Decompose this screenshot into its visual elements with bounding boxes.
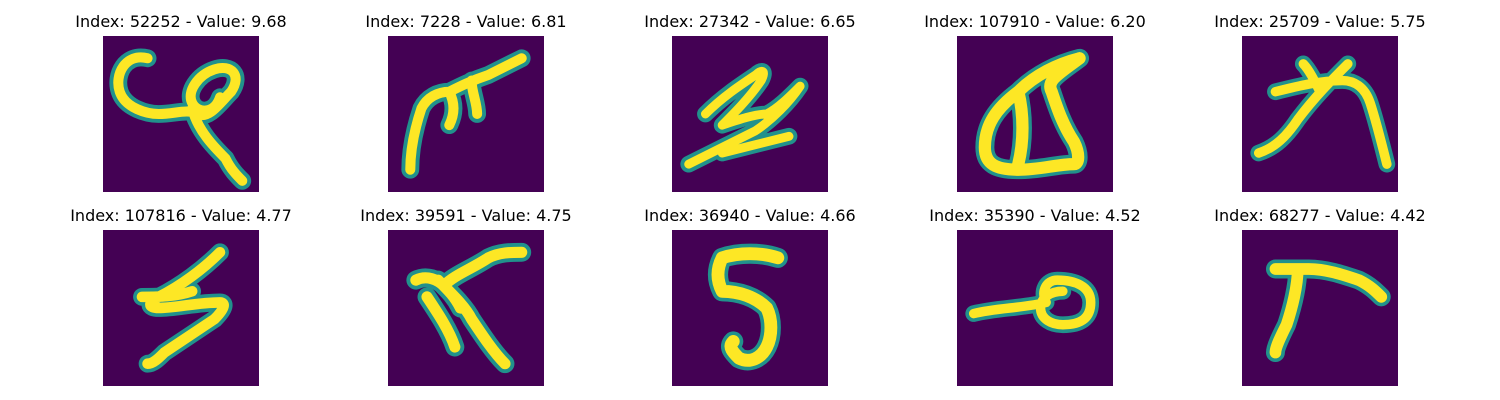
glyph-image — [957, 36, 1113, 192]
image-panel: Index: 36940 - Value: 4.66 — [620, 206, 880, 386]
glyph-image — [103, 36, 259, 192]
panel-title: Index: 107910 - Value: 6.20 — [924, 12, 1146, 31]
panel-title: Index: 68277 - Value: 4.42 — [1214, 206, 1426, 225]
panel-title: Index: 39591 - Value: 4.75 — [360, 206, 572, 225]
glyph-image — [103, 230, 259, 386]
panel-title: Index: 52252 - Value: 9.68 — [75, 12, 287, 31]
image-panel: Index: 68277 - Value: 4.42 — [1190, 206, 1450, 386]
panel-title: Index: 25709 - Value: 5.75 — [1214, 12, 1426, 31]
image-panel: Index: 39591 - Value: 4.75 — [336, 206, 596, 386]
image-panel: Index: 25709 - Value: 5.75 — [1190, 12, 1450, 192]
glyph-image — [1242, 36, 1398, 192]
glyph-image — [388, 230, 544, 386]
glyph-image — [672, 36, 828, 192]
image-panel: Index: 35390 - Value: 4.52 — [905, 206, 1165, 386]
panel-title: Index: 7228 - Value: 6.81 — [365, 12, 567, 31]
image-panel: Index: 52252 - Value: 9.68 — [51, 12, 311, 192]
panel-title: Index: 36940 - Value: 4.66 — [644, 206, 856, 225]
image-panel: Index: 107816 - Value: 4.77 — [51, 206, 311, 386]
glyph-image — [672, 230, 828, 386]
glyph-image — [1242, 230, 1398, 386]
image-panel: Index: 7228 - Value: 6.81 — [336, 12, 596, 192]
image-panel: Index: 27342 - Value: 6.65 — [620, 12, 880, 192]
glyph-image — [388, 36, 544, 192]
image-panel: Index: 107910 - Value: 6.20 — [905, 12, 1165, 192]
glyph-image — [957, 230, 1113, 386]
panel-title: Index: 27342 - Value: 6.65 — [644, 12, 856, 31]
panel-title: Index: 35390 - Value: 4.52 — [929, 206, 1141, 225]
panel-title: Index: 107816 - Value: 4.77 — [70, 206, 292, 225]
